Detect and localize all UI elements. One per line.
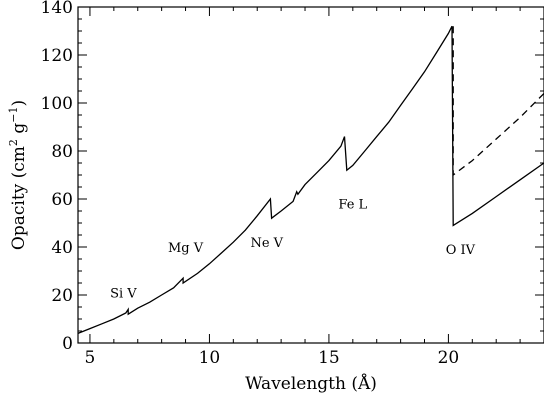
- y-axis-title-sup2: −1: [7, 107, 20, 123]
- y-tick-label: 140: [41, 0, 73, 18]
- edge-annotation: O IV: [446, 243, 476, 258]
- annotations: Si V Mg V Ne V Fe L O IV: [110, 198, 476, 302]
- edge-annotation: Ne V: [250, 236, 283, 251]
- y-axis-title-suffix: ): [9, 100, 29, 107]
- axis-ticks: [78, 6, 544, 344]
- x-tick-label: 5: [85, 348, 96, 368]
- edge-annotation: Si V: [110, 286, 137, 301]
- dashed-opacity-curve: [452, 26, 544, 177]
- solid-opacity-curve: [77, 25, 544, 335]
- y-axis-title-sup1: 2: [7, 139, 20, 146]
- y-tick-label: 60: [51, 190, 73, 210]
- x-axis-title: Wavelength (Å): [245, 373, 377, 393]
- y-tick-label: 80: [51, 142, 73, 162]
- y-tick-label: 0: [62, 334, 73, 354]
- y-tick-label: 120: [41, 46, 73, 66]
- x-tick-label: 10: [199, 348, 221, 368]
- plot-frame: [77, 6, 544, 344]
- y-tick-label: 100: [41, 94, 73, 114]
- y-tick-label: 40: [51, 238, 73, 258]
- y-axis-title: Opacity (cm2 g−1): [7, 100, 29, 250]
- edge-annotation: Mg V: [168, 241, 204, 256]
- y-tick-label: 20: [51, 286, 73, 306]
- y-axis-title-prefix: Opacity (cm: [9, 146, 29, 250]
- series-lines: [77, 25, 544, 335]
- x-tick-label: 20: [438, 348, 460, 368]
- y-axis-title-mid: g: [9, 123, 29, 139]
- x-tick-label: 15: [318, 348, 340, 368]
- edge-annotation: Fe L: [338, 198, 367, 213]
- tick-labels: 5 10 15 20 0 20 40 60 80 100 120 140: [41, 0, 460, 368]
